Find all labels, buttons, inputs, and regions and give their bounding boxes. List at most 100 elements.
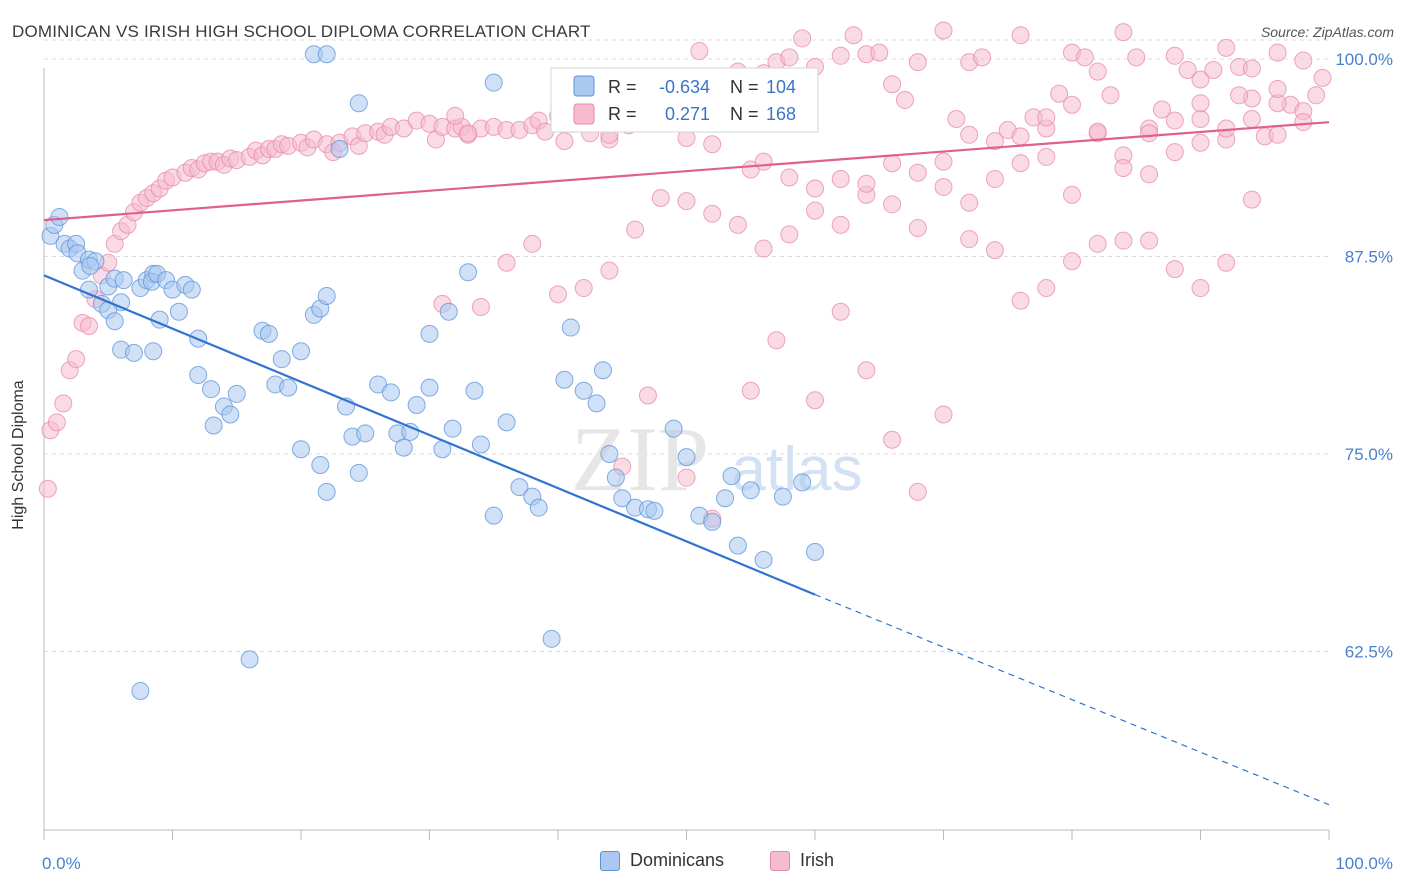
irish-point <box>79 316 98 335</box>
irish-point <box>1165 143 1184 162</box>
irish-point <box>1191 133 1210 152</box>
dominicans-point <box>349 463 368 482</box>
irish-point <box>690 42 709 61</box>
irish-point <box>934 405 953 424</box>
bottom-legend: Dominicans Irish <box>0 850 1406 880</box>
dominicans-point <box>394 438 413 457</box>
irish-point <box>780 48 799 67</box>
dominicans-point <box>330 140 349 159</box>
bottom-legend-irish: Irish <box>770 850 834 871</box>
legend-r-label-dominicans: R = <box>608 77 637 97</box>
dominicans-point <box>613 489 632 508</box>
irish-point <box>883 75 902 94</box>
legend-r-value-irish: 0.271 <box>665 104 710 124</box>
legend-n-value-irish: 168 <box>766 104 796 124</box>
irish-point <box>1217 38 1236 57</box>
irish-point <box>677 192 696 211</box>
dominicans-point <box>555 370 574 389</box>
irish-point <box>1242 190 1261 209</box>
dominicans-point <box>439 302 458 321</box>
dominicans-point <box>81 256 100 275</box>
irish-point <box>638 386 657 405</box>
irish-point <box>934 177 953 196</box>
dominicans-point <box>443 419 462 438</box>
dominicans-point <box>50 207 69 226</box>
dominicans-point <box>369 375 388 394</box>
irish-point <box>1152 100 1171 119</box>
dominicans-point <box>471 435 490 454</box>
dominicans-trend-line <box>43 274 816 596</box>
irish-point <box>1178 61 1197 80</box>
dominicans-point <box>716 489 735 508</box>
irish-point <box>741 381 760 400</box>
irish-point <box>806 201 824 220</box>
irish-point <box>677 468 696 487</box>
irish-point <box>600 261 619 280</box>
dominicans-point <box>773 487 792 506</box>
dominicans-point <box>497 413 516 432</box>
irish-point <box>985 241 1004 260</box>
stats-legend: R = -0.634 N = 104 R = 0.271 N = 168 <box>550 67 819 133</box>
irish-point <box>806 391 824 410</box>
stats-legend-box <box>550 67 819 133</box>
irish-point <box>394 119 413 138</box>
legend-swatch-irish <box>573 103 595 125</box>
x-tick-labels: 0.0% 100.0% <box>42 854 1393 873</box>
irish-point <box>1063 185 1081 204</box>
irish-point <box>1114 231 1133 250</box>
y-tick-labels: 62.5% 75.0% 87.5% 100.0% <box>1335 50 1393 662</box>
irish-point <box>1165 46 1184 65</box>
irish-point <box>1011 154 1030 173</box>
irish-point <box>459 124 478 143</box>
irish-point <box>446 106 465 125</box>
irish-point <box>549 285 567 304</box>
irish-point <box>1294 51 1313 70</box>
dominicans-point <box>600 444 619 463</box>
dominicans-point <box>131 681 150 700</box>
irish-point <box>1191 110 1210 128</box>
irish-point <box>857 174 876 193</box>
irish-point <box>555 132 574 151</box>
bottom-legend-label-irish: Irish <box>800 850 835 870</box>
dominicans-point <box>465 381 484 400</box>
dominicans-point <box>645 501 664 520</box>
dominicans-point <box>806 542 824 561</box>
irish-point <box>1114 23 1133 42</box>
dominicans-point <box>561 318 580 337</box>
irish-point <box>626 220 645 239</box>
irish-point <box>1063 95 1081 114</box>
irish-point <box>973 48 992 67</box>
irish-point <box>1165 260 1184 279</box>
y-tick-label: 100.0% <box>1335 50 1393 69</box>
dominicans-point <box>741 481 760 500</box>
irish-point <box>497 253 516 272</box>
irish-point <box>1037 108 1056 127</box>
dominicans-point <box>728 536 747 555</box>
dominicans-point <box>227 384 246 403</box>
dominicans-point <box>356 424 375 443</box>
dominicans-point <box>754 550 773 569</box>
irish-point <box>1268 125 1287 144</box>
dominicans-point <box>407 395 426 414</box>
dominicans-point <box>182 280 201 299</box>
irish-point <box>908 219 927 238</box>
dominicans-point <box>420 378 439 397</box>
irish-point <box>1088 122 1107 141</box>
dominicans-point <box>317 286 336 305</box>
bottom-legend-swatch-dominicans <box>600 850 620 871</box>
irish-point <box>908 53 927 72</box>
irish-point <box>1294 113 1313 132</box>
irish-point <box>1140 231 1159 250</box>
irish-point <box>523 234 542 253</box>
source-label: Source: ZipAtlas.com <box>1260 24 1394 40</box>
dominicans-point <box>722 467 741 486</box>
dominicans-point <box>793 473 812 492</box>
irish-point <box>780 168 799 187</box>
dominicans-point <box>114 271 133 290</box>
irish-point <box>908 163 927 182</box>
irish-point <box>857 361 876 380</box>
irish-point <box>38 479 57 498</box>
dominicans-point <box>574 381 593 400</box>
irish-point <box>934 152 953 171</box>
